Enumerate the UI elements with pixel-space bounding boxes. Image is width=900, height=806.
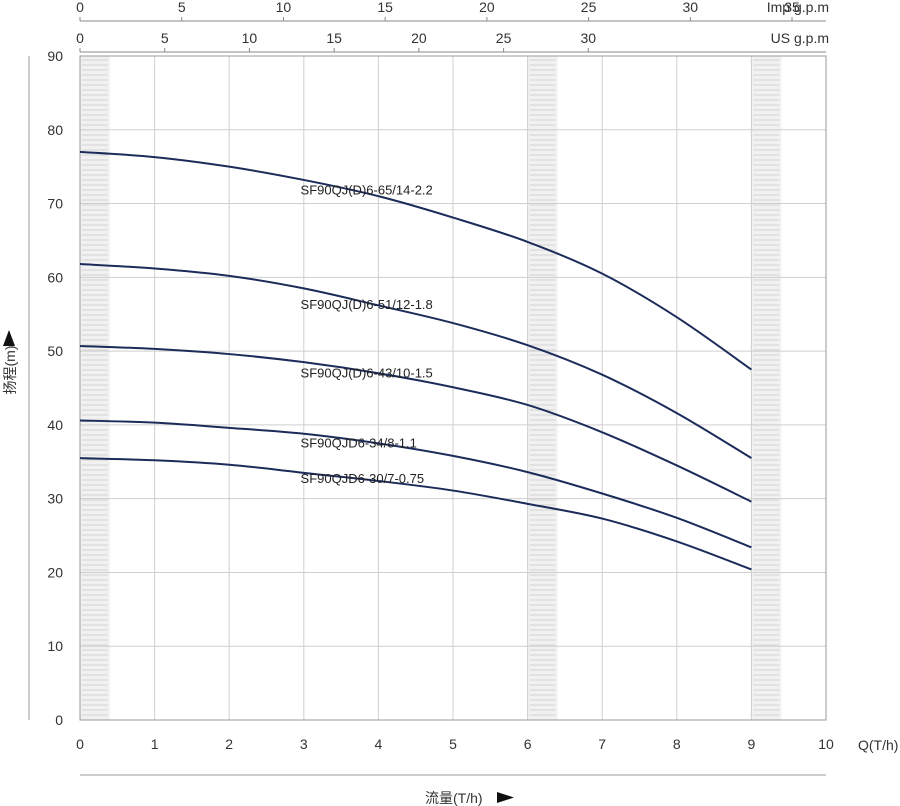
us-axis-label: US g.p.m: [771, 30, 829, 46]
us-axis-tick-label: 10: [242, 30, 258, 46]
x-tick-label: 2: [225, 736, 233, 752]
y-axis-title: 扬程(m): [2, 346, 18, 395]
curve-label: SF90QJ(D)6-51/12-1.8: [301, 297, 433, 312]
curve-line: [79, 419, 752, 549]
y-tick-label: 20: [47, 564, 63, 580]
x-tick-label: 8: [673, 736, 681, 752]
x-tick-label: 1: [151, 736, 159, 752]
x-tick-label: 7: [598, 736, 606, 752]
imp-axis-label: Imp g.p.m: [767, 0, 829, 15]
imp-axis-tick-label: 35: [784, 0, 800, 15]
x-tick-label: 10: [818, 736, 834, 752]
y-tick-label: 30: [47, 491, 63, 507]
x-axis-title: 流量(T/h): [425, 790, 483, 806]
curve-line: [79, 263, 752, 459]
curve-line: [79, 457, 752, 571]
curve-line: [79, 344, 752, 503]
imp-axis-tick-label: 5: [178, 0, 186, 15]
y-tick-label: 70: [47, 196, 63, 212]
curve-line: [79, 150, 752, 371]
curve-labels: SF90QJ(D)6-65/14-2.2 SF90QJ(D)6-51/12-1.8…: [301, 183, 433, 486]
curve-label: SF90QJD6-34/8-1.1: [301, 436, 417, 451]
y-tick-label: 90: [47, 48, 63, 64]
y-tick-label: 40: [47, 417, 63, 433]
plot-frame: [79, 55, 827, 721]
us-axis-tick-label: 30: [581, 30, 597, 46]
x-tick-label: 5: [449, 736, 457, 752]
y-tick-label: 50: [47, 343, 63, 359]
x-axis-arrow-icon: [497, 792, 514, 803]
y-tick-label: 10: [47, 638, 63, 654]
x-tick-label: 0: [76, 736, 84, 752]
us-axis-tick-label: 15: [326, 30, 342, 46]
y-tick-label: 60: [47, 269, 63, 285]
imp-axis-tick-label: 25: [581, 0, 597, 15]
imp-axis-tick-label: 30: [683, 0, 699, 15]
curves: [79, 150, 752, 571]
x-tick-label: 3: [300, 736, 308, 752]
imp-axis-tick-label: 10: [276, 0, 292, 15]
imp-axis-tick-label: 0: [76, 0, 84, 15]
curve-label: SF90QJ(D)6-65/14-2.2: [301, 183, 433, 198]
x-tick-label: 4: [375, 736, 383, 752]
curve-label: SF90QJD6-30/7-0.75: [301, 471, 425, 486]
us-axis-tick-label: 20: [411, 30, 427, 46]
shaded-bands: [80, 56, 782, 720]
shaded-band: [527, 56, 558, 720]
imp-axis-tick-label: 20: [479, 0, 495, 15]
x-tick-label: 9: [748, 736, 756, 752]
shaded-band: [80, 56, 110, 720]
curve-label: SF90QJ(D)6-43/10-1.5: [301, 366, 433, 381]
x-tick-label: 6: [524, 736, 532, 752]
x-unit-label: Q(T/h): [858, 737, 898, 753]
us-axis-tick-label: 25: [496, 30, 512, 46]
shaded-band: [751, 56, 782, 720]
us-axis-tick-label: 0: [76, 30, 84, 46]
y-tick-label: 0: [55, 712, 63, 728]
y-tick-label: 80: [47, 122, 63, 138]
us-axis-tick-label: 5: [161, 30, 169, 46]
imp-axis-tick-label: 15: [377, 0, 393, 15]
y-axis-arrow-icon: [3, 330, 15, 346]
